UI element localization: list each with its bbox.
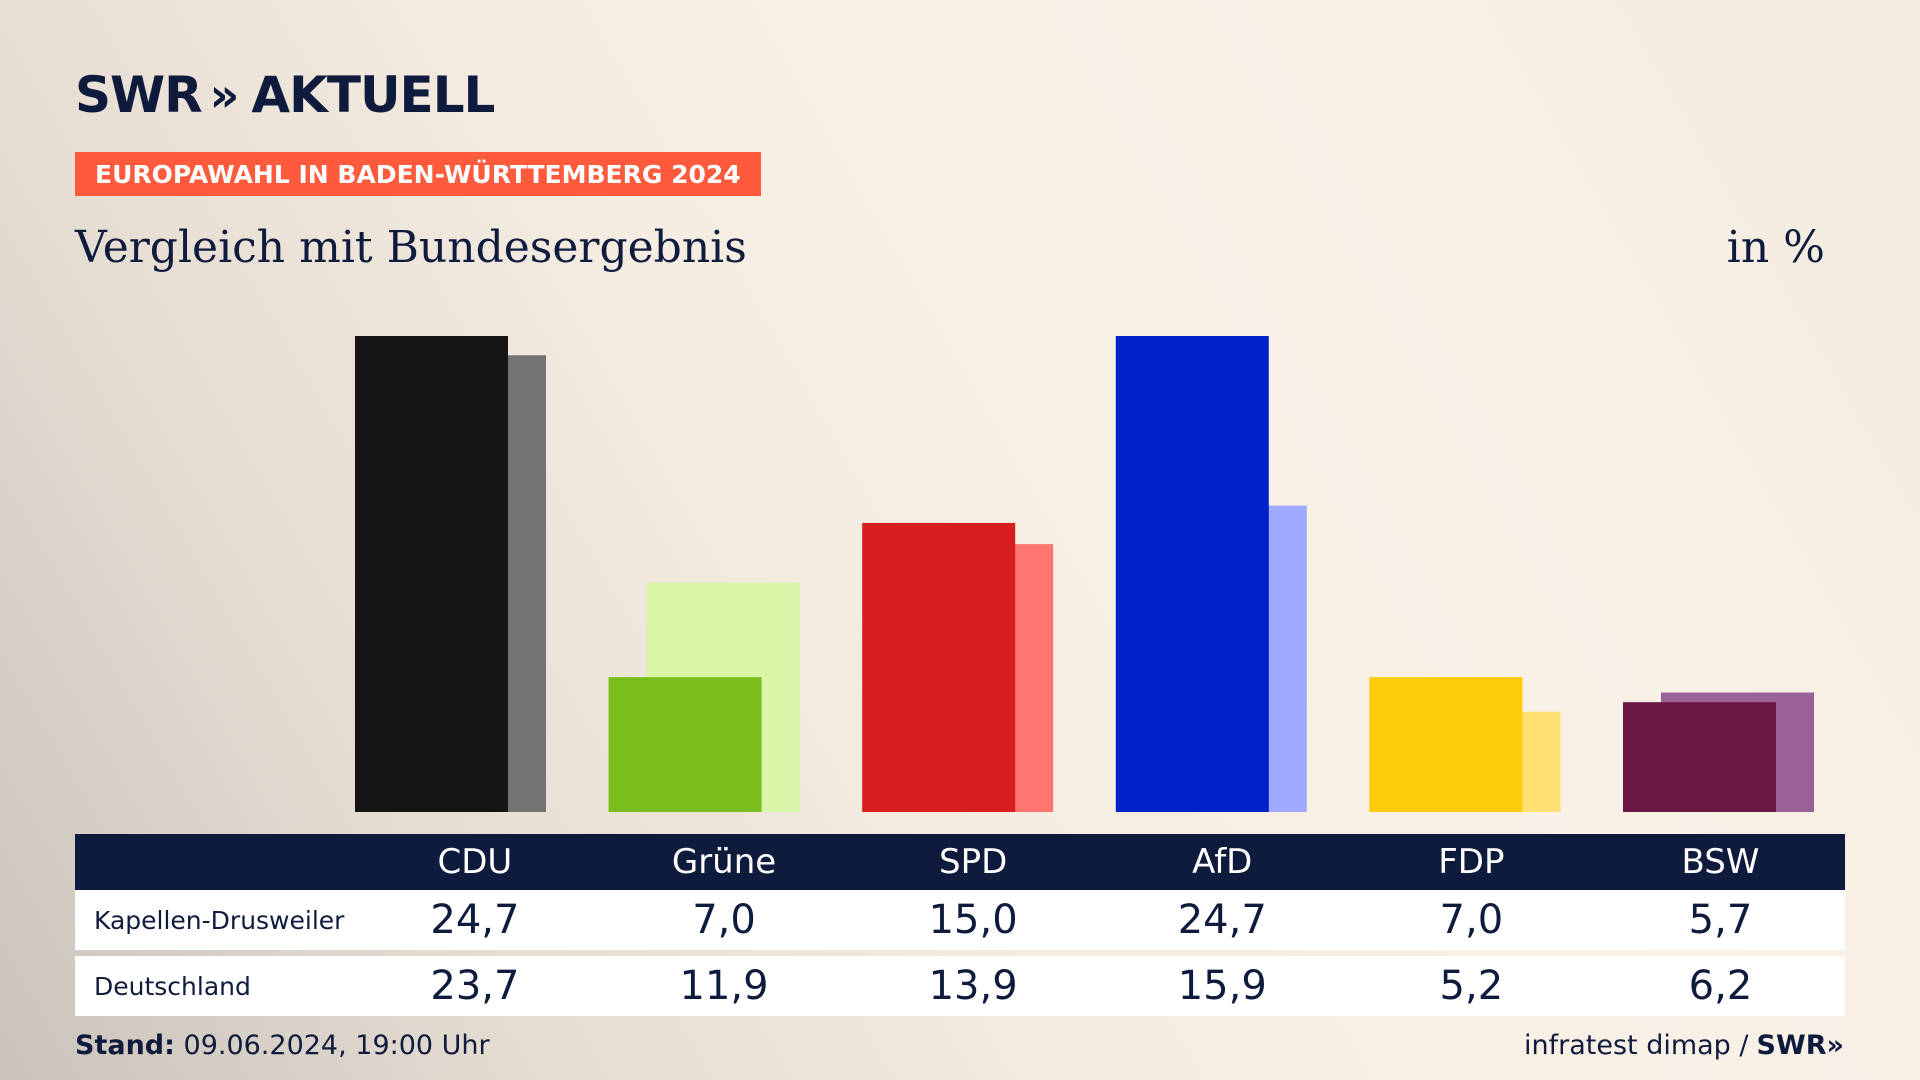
table-cell: 23,7 xyxy=(430,963,520,1009)
results-table: CDU Grüne SPD AfD FDP BSW Kapellen-Drusw… xyxy=(75,834,1845,1016)
table-cell: 7,0 xyxy=(692,897,756,943)
header-fdp: FDP xyxy=(1438,842,1505,882)
header-bsw: BSW xyxy=(1681,842,1760,882)
stand-value: 09.06.2024, 19:00 Uhr xyxy=(183,1030,490,1061)
bar-kapellen-drusweiler-cdu xyxy=(355,336,508,812)
table-cell: 6,2 xyxy=(1688,963,1753,1009)
brand-text: SWR xyxy=(1756,1030,1827,1061)
header-spd: SPD xyxy=(939,842,1008,882)
table-header: CDU Grüne SPD AfD FDP BSW xyxy=(75,834,1845,890)
logo-suffix: AKTUELL xyxy=(251,66,495,124)
header-gruene: Grüne xyxy=(671,842,777,882)
bar-kapellen-drusweiler-gruene xyxy=(608,677,762,812)
chart-unit: in % xyxy=(1726,222,1825,273)
bar-kapellen-drusweiler-bsw xyxy=(1623,702,1776,812)
table-row: Deutschland 23,7 11,9 13,9 15,9 5,2 6,2 xyxy=(75,956,1845,1016)
timestamp: Stand: 09.06.2024, 19:00 Uhr xyxy=(75,1030,490,1061)
bar-kapellen-drusweiler-afd xyxy=(1115,336,1269,812)
bar-kapellen-drusweiler-spd xyxy=(862,522,1016,812)
stand-label: Stand: xyxy=(75,1030,175,1061)
row-label: Kapellen-Drusweiler xyxy=(94,905,345,935)
header-cdu: CDU xyxy=(437,842,513,882)
swr-aktuell-logo: SWR » AKTUELL xyxy=(75,66,495,124)
table-cell: 15,9 xyxy=(1177,963,1267,1009)
election-badge: EUROPAWAHL IN BADEN-WÜRTTEMBERG 2024 xyxy=(75,152,761,196)
logo-text: SWR xyxy=(75,66,203,124)
header-afd: AfD xyxy=(1192,842,1253,882)
table-cell: 11,9 xyxy=(679,963,769,1009)
bar-chart xyxy=(355,336,1814,812)
table-cell: 7,0 xyxy=(1439,897,1504,943)
table-cell: 24,7 xyxy=(430,897,520,943)
chart-subtitle: Vergleich mit Bundesergebnis xyxy=(75,222,747,273)
swr-brand: SWR» xyxy=(1757,1030,1844,1061)
table-row: Kapellen-Drusweiler 24,7 7,0 15,0 24,7 7… xyxy=(75,890,1845,950)
row-label: Deutschland xyxy=(94,971,251,1001)
table-cell: 24,7 xyxy=(1177,897,1267,943)
table-cell: 13,9 xyxy=(928,963,1018,1009)
source-credit: infratest dimap / SWR» xyxy=(1524,1030,1844,1061)
table-cell: 5,7 xyxy=(1688,897,1753,943)
table-cell: 15,0 xyxy=(928,897,1018,943)
bar-kapellen-drusweiler-fdp xyxy=(1369,677,1523,812)
table-cell: 5,2 xyxy=(1439,963,1504,1009)
chevron-right-icon: » xyxy=(1826,1030,1844,1061)
source-text: infratest dimap / xyxy=(1524,1030,1749,1061)
